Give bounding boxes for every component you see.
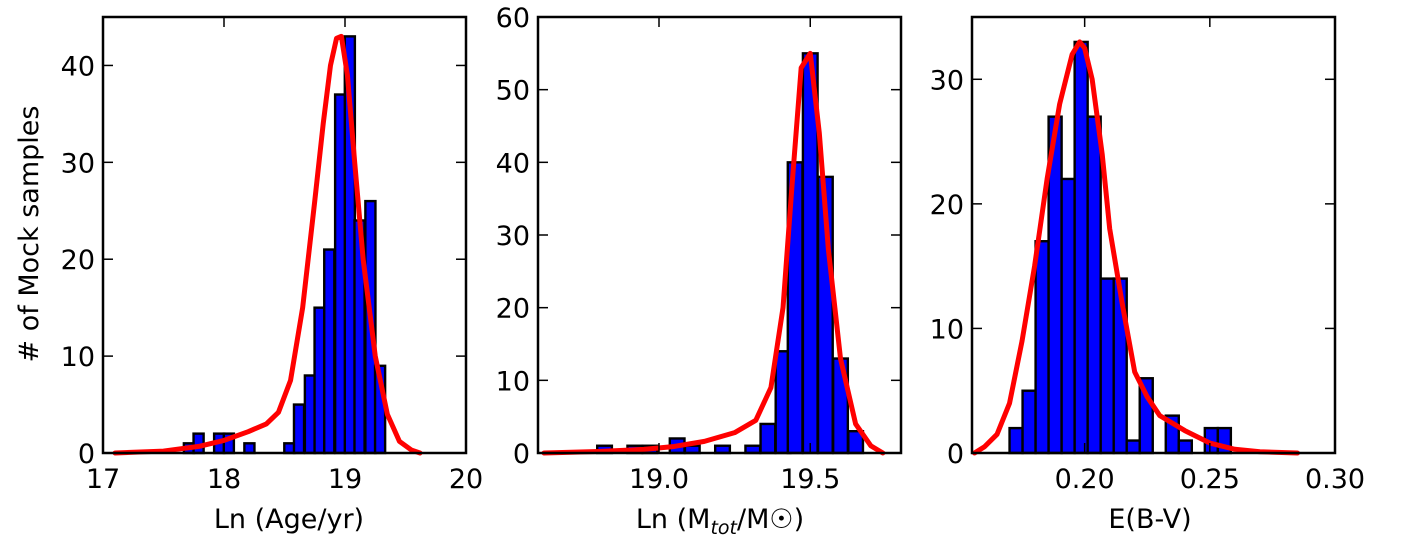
- y-tick-label: 30: [61, 148, 95, 179]
- x-tick-label: 19.0: [629, 464, 689, 495]
- xlabel-ebv: E(B-V): [1108, 504, 1191, 535]
- y-tick-label: 40: [61, 51, 95, 82]
- y-tick-label: 20: [496, 294, 530, 325]
- bar: [1034, 240, 1050, 455]
- y-tick-label: 20: [61, 245, 95, 276]
- bar: [323, 248, 336, 455]
- y-tick-label: 0: [947, 439, 964, 470]
- axes-frame: [970, 15, 1337, 455]
- panel-ebv: 0 10 20 30 0.20 0.25 0.30: [930, 15, 1365, 495]
- y-tick-label: 50: [496, 76, 530, 107]
- x-tick-label: 0.20: [1055, 464, 1115, 495]
- bar: [1021, 389, 1037, 455]
- x-tick-label: 20: [449, 464, 483, 495]
- bar: [1008, 426, 1024, 455]
- y-tick-label: 10: [61, 342, 95, 373]
- panel-mass: 0 10 20 30 40 50 60 19.0 19.5: [496, 3, 903, 495]
- y-tick-label: 30: [496, 221, 530, 252]
- fit-curve: [541, 50, 886, 456]
- y-tick-label: 0: [513, 439, 530, 470]
- panel-age: 0 10 20 30 40 17 18 19 20: [61, 15, 483, 495]
- bar: [1073, 40, 1089, 455]
- bar: [243, 442, 256, 455]
- bar: [1099, 277, 1115, 455]
- x-tick-label: 19.5: [780, 464, 840, 495]
- bar: [1086, 115, 1102, 455]
- xlabel-mass: Ln (Mtot/M☉): [636, 504, 804, 539]
- xlabel-mass-end: ): [794, 504, 805, 535]
- y-tick-label: 10: [496, 366, 530, 397]
- y-tick-label: 10: [930, 314, 964, 345]
- xlabel-mass-main: Ln (M: [636, 504, 711, 535]
- bar: [292, 403, 306, 455]
- y-tick-label: 60: [496, 3, 530, 34]
- bar: [1125, 439, 1141, 455]
- y-tick-label: 0: [78, 439, 95, 470]
- axes-frame: [101, 15, 468, 455]
- fit-curve: [112, 33, 423, 456]
- xlabel-age: Ln (Age/yr): [214, 504, 364, 535]
- bar: [1177, 439, 1194, 455]
- xlabel-mass-symbol: ☉: [769, 504, 793, 535]
- xlabel-mass-sub: tot: [710, 517, 738, 539]
- bar: [759, 422, 777, 455]
- y-tick-label: 20: [930, 190, 964, 221]
- y-tick-label: 30: [930, 65, 964, 96]
- x-tick-label: 0.25: [1180, 464, 1240, 495]
- x-tick-label: 18: [207, 464, 241, 495]
- x-tick-label: 0.30: [1305, 464, 1365, 495]
- bar: [1060, 177, 1076, 455]
- y-tick-label: 40: [496, 148, 530, 179]
- x-tick-label: 19: [328, 464, 362, 495]
- fit-curve: [972, 39, 1300, 456]
- shared-ylabel: # of Mock samples: [14, 106, 45, 363]
- xlabel-mass-mid: /M: [737, 504, 769, 535]
- x-tick-label: 17: [86, 464, 120, 495]
